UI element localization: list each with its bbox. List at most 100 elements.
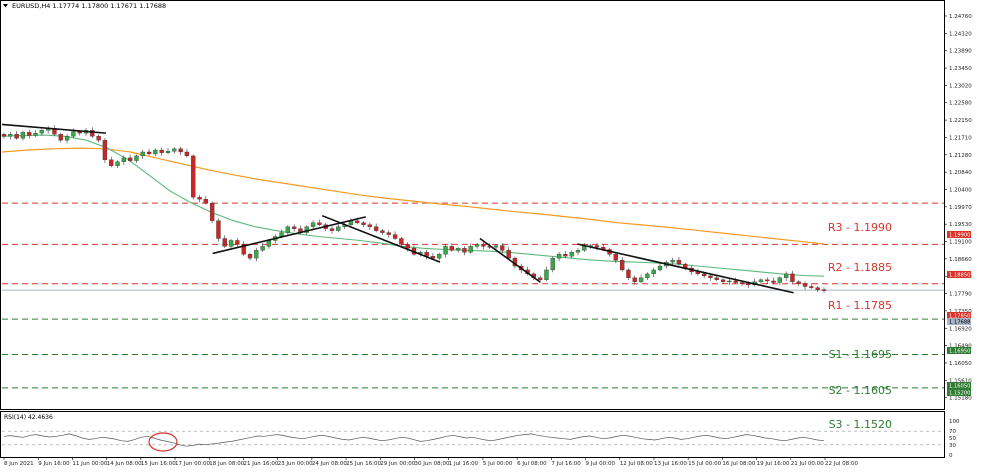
candle-body	[374, 226, 379, 231]
candle-body	[355, 220, 360, 223]
candle-body	[556, 254, 562, 259]
candle-body	[58, 134, 63, 141]
candle-body	[405, 244, 410, 249]
price-tick-label: 1.15610	[949, 378, 972, 384]
r2-tag-box	[947, 271, 971, 278]
x-tick-label: 18 Jun 08:00	[209, 461, 244, 467]
candle-body	[121, 157, 126, 162]
rsi-panel-frame	[0, 411, 945, 458]
candle-body	[222, 238, 227, 247]
candle-body	[802, 283, 808, 287]
candle-body	[714, 277, 719, 280]
candle-body	[575, 250, 581, 253]
candle-body	[247, 254, 253, 259]
r2-tag: 1.18850	[949, 273, 970, 279]
s1-tag: 1.16950	[949, 349, 970, 355]
candle-body	[657, 265, 663, 271]
x-tick-label: 21 Jul 00:00	[791, 461, 824, 467]
x-tick-label: 12 Jul 08:00	[620, 461, 653, 467]
candle-body	[733, 280, 738, 283]
candle-body	[159, 149, 164, 153]
candle-body	[468, 246, 473, 253]
candle-body	[39, 130, 44, 134]
candle-body	[380, 230, 385, 233]
ma-fast-line	[1, 134, 825, 277]
s3-tag: 1.15200	[949, 391, 970, 397]
rsi-tick-label: 70	[949, 429, 956, 435]
candle-body	[620, 259, 625, 271]
price-tick-label: 1.15180	[949, 396, 972, 402]
price-tick-label: 1.21280	[949, 153, 972, 159]
x-tick-label: 15 Jun 16:00	[141, 461, 176, 467]
candle-body	[443, 246, 448, 255]
candle-body	[254, 250, 259, 259]
candle-body	[645, 273, 650, 278]
price-tick-label: 1.23890	[949, 49, 972, 55]
candle-body	[632, 277, 637, 282]
candle-body	[146, 151, 152, 155]
current-price-tag: 1.17688	[949, 320, 970, 326]
candle-body	[720, 279, 726, 282]
dropdown-triangle-icon[interactable]	[3, 4, 8, 8]
r1-label: R1 - 1.1785	[828, 299, 892, 312]
candle-body	[285, 226, 290, 233]
x-tick-label: 9 Jun 16:00	[38, 461, 70, 467]
candle-body	[153, 149, 158, 155]
candle-body	[626, 269, 631, 278]
candle-body	[71, 131, 76, 137]
candle-body	[676, 259, 682, 265]
candle-body	[1, 134, 7, 137]
candle-body	[20, 132, 26, 139]
candle-body	[474, 244, 480, 247]
candle-body	[64, 136, 70, 141]
candle-body	[241, 244, 246, 255]
x-tick-label: 21 Jun 16:00	[243, 461, 278, 467]
trendline	[1, 123, 107, 134]
trendline	[321, 214, 441, 263]
candle-body	[727, 280, 732, 283]
candle-body	[33, 132, 38, 136]
candle-body	[228, 240, 234, 247]
candle-body	[796, 281, 801, 284]
s1-tag-box	[947, 347, 971, 354]
candle-body	[582, 246, 587, 251]
candle-body	[8, 134, 13, 137]
x-tick-label: 11 Jun 00:00	[72, 461, 107, 467]
s2-label: S2 - 1.1605	[829, 384, 892, 397]
candle-body	[172, 148, 177, 152]
candle-body	[746, 283, 751, 286]
symbol-header: EURUSD,H4 1.17774 1.17800 1.17671 1.1768…	[12, 2, 166, 10]
price-tick-label: 1.24320	[949, 31, 972, 37]
price-tick-label: 1.22580	[949, 101, 972, 107]
candle-body	[128, 157, 133, 161]
candle-body	[651, 269, 656, 275]
s1-label: S1 - 1.1695	[829, 348, 892, 361]
x-tick-label: 30 Jun 08:00	[415, 461, 450, 467]
candle-body	[550, 258, 555, 271]
candle-body	[399, 238, 404, 245]
s3-tag-box	[947, 389, 971, 396]
candle-body	[210, 202, 215, 221]
candle-body	[304, 226, 309, 233]
r3-tag-box	[947, 231, 971, 238]
rsi-tick-label: 100	[949, 419, 960, 425]
candle-body	[260, 246, 265, 251]
trendline	[577, 243, 794, 294]
candle-body	[771, 280, 776, 283]
candle-body	[544, 269, 549, 280]
candle-body	[500, 245, 505, 251]
candle-body	[538, 277, 543, 280]
candle-body	[702, 273, 707, 276]
x-tick-label: 8 Jun 2021	[4, 461, 34, 467]
x-tick-label: 5 Jul 00:00	[483, 461, 513, 467]
candle-body	[178, 148, 183, 153]
x-tick-label: 9 Jul 00:00	[586, 461, 616, 467]
candle-body	[430, 256, 436, 259]
candle-body	[784, 273, 789, 278]
ma-slow-line	[1, 147, 825, 245]
candle-body	[367, 224, 372, 227]
candle-body	[235, 240, 240, 245]
candle-body	[184, 151, 190, 157]
candle-body	[336, 226, 341, 231]
